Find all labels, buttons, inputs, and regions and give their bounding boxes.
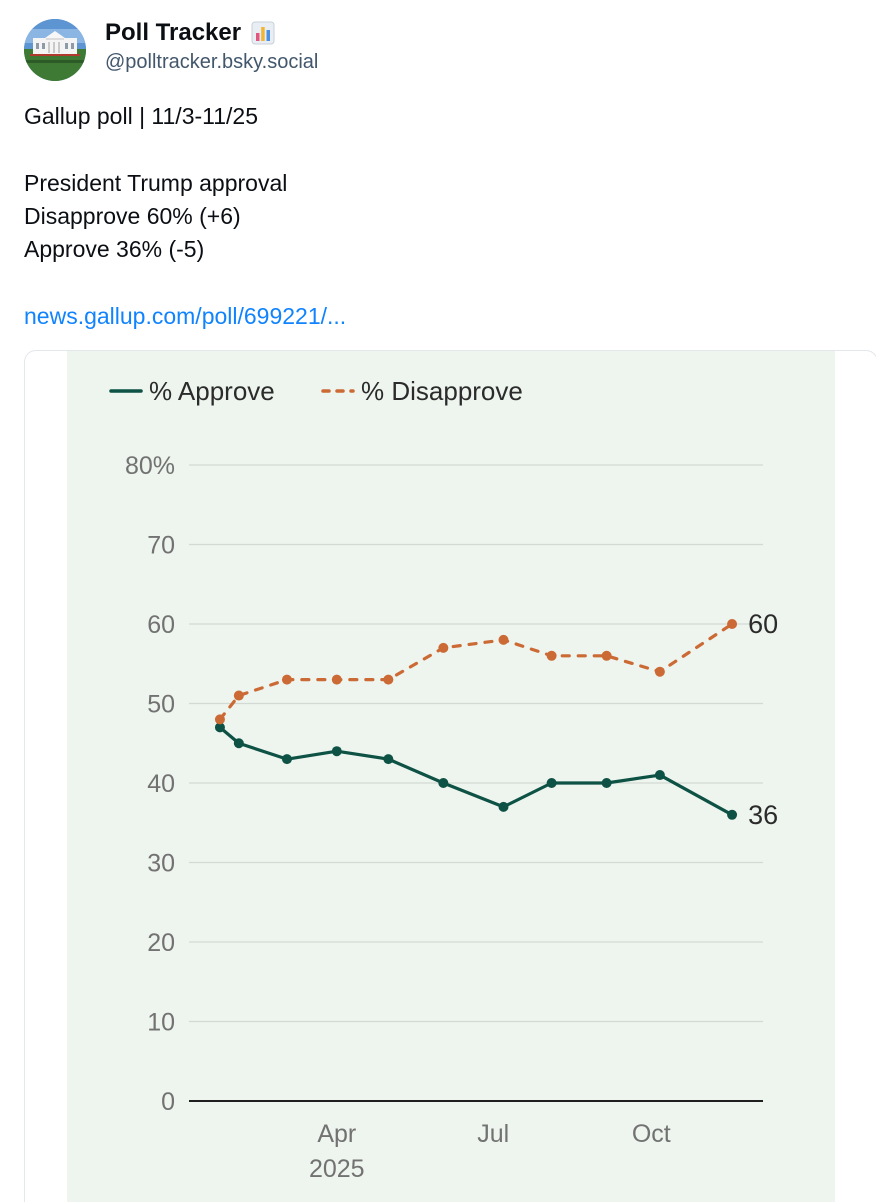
post-line: President Trump approval [24, 170, 288, 196]
post-line: Approve 36% (-5) [24, 236, 205, 262]
data-point [438, 642, 449, 653]
data-point [654, 770, 665, 781]
data-point [727, 809, 738, 820]
data-point [233, 690, 244, 701]
data-point [498, 801, 509, 812]
x-tick-label: Apr [317, 1120, 356, 1148]
x-tick-label: Oct [632, 1120, 671, 1148]
data-point [438, 778, 449, 788]
y-tick-label: 20 [147, 929, 175, 957]
data-point [654, 666, 665, 677]
author-display-name[interactable]: Poll Tracker [105, 19, 242, 46]
data-point [498, 634, 509, 645]
author-avatar[interactable] [24, 19, 86, 81]
y-tick-label: 40 [147, 770, 175, 798]
data-point [214, 714, 225, 725]
data-point [233, 738, 244, 749]
data-point [214, 722, 225, 733]
data-point [601, 650, 612, 661]
author-handle[interactable]: @polltracker.bsky.social [105, 51, 319, 73]
y-tick-label: 70 [147, 532, 175, 560]
post-blank-line [24, 133, 287, 167]
data-point [601, 778, 612, 788]
approval-line-chart: 0 10 20 30 40 50 60 70 80% Apr 2025 Jul Oct % Approve… [109, 376, 778, 1183]
legend-label: % Disapprove [361, 376, 523, 406]
bar-chart-emoji-icon [251, 21, 275, 45]
post-link[interactable]: news.gallup.com/poll/699221/... [24, 303, 347, 329]
legend-label: % Approve [149, 376, 275, 406]
post-line: Disapprove 60% (+6) [24, 203, 241, 229]
post-body: Gallup poll | 11/3-11/25 President Trump… [24, 100, 287, 266]
x-tick-label: Jul [477, 1120, 509, 1148]
data-point [281, 754, 292, 765]
end-value-label: 36 [748, 800, 778, 830]
data-point [727, 619, 738, 629]
data-point [546, 650, 557, 661]
y-tick-label: 10 [147, 1009, 175, 1037]
image-embed[interactable]: 0 10 20 30 40 50 60 70 80% Apr 2025 Jul Oct % Approve… [24, 350, 876, 1202]
post-header: Poll Tracker @polltracker.bsky.social [24, 18, 318, 82]
data-point [546, 778, 557, 788]
end-value-label: 60 [748, 609, 778, 639]
white-house-avatar [24, 19, 86, 81]
data-point [281, 674, 292, 685]
y-tick-label: 80% [125, 452, 175, 480]
data-point [383, 674, 394, 685]
y-tick-label: 50 [147, 691, 175, 719]
y-tick-label: 60 [147, 611, 175, 639]
series-line [218, 725, 734, 817]
data-point [383, 754, 394, 765]
y-tick-label: 0 [161, 1088, 175, 1116]
data-point [331, 746, 342, 757]
x-tick-sublabel: 2025 [309, 1155, 365, 1183]
y-tick-label: 30 [147, 850, 175, 878]
post-line: Gallup poll | 11/3-11/25 [24, 103, 258, 129]
data-point [331, 674, 342, 685]
chart-background [67, 351, 835, 1202]
